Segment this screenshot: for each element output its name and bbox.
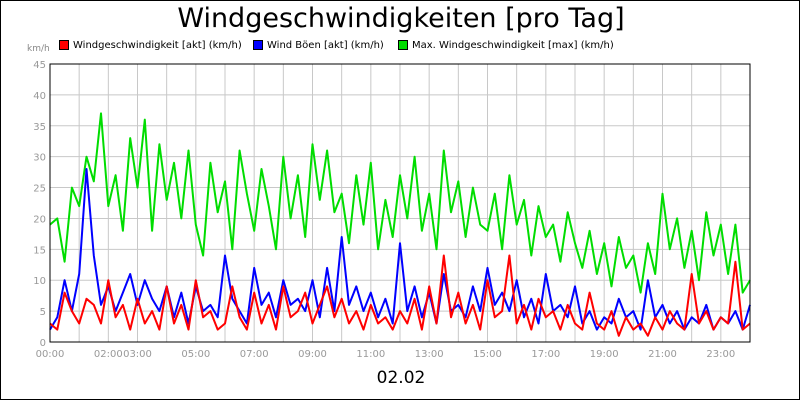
- x-tick-label: 17:00: [531, 349, 560, 360]
- y-tick-label: 45: [33, 60, 46, 71]
- legend-swatch-green: [398, 40, 408, 50]
- series-line-0: [49, 254, 751, 337]
- x-tick-label: 11:00: [356, 349, 385, 360]
- y-tick-label: 30: [33, 153, 46, 164]
- x-tick-label: 13:00: [415, 349, 444, 360]
- y-tick-label: 10: [33, 276, 46, 287]
- legend-swatch-red: [59, 40, 69, 50]
- y-tick-label: 15: [33, 245, 46, 256]
- legend-label: Windgeschwindigkeit [akt] (km/h): [73, 39, 242, 51]
- x-tick-label: 07:00: [240, 349, 269, 360]
- x-tick-label: 21:00: [648, 349, 677, 360]
- series-line-2: [49, 112, 751, 294]
- y-tick-label: 20: [33, 214, 46, 225]
- legend-item-max-speed: Max. Windgeschwindigkeit [max] (km/h): [398, 39, 614, 51]
- x-tick-label: 23:00: [706, 349, 735, 360]
- legend-label: Max. Windgeschwindigkeit [max] (km/h): [412, 39, 614, 51]
- x-tick-label: 09:00: [298, 349, 327, 360]
- x-tick-label: 00:00: [36, 349, 65, 360]
- x-tick-label: 15:00: [473, 349, 502, 360]
- y-tick-label: 35: [33, 122, 46, 133]
- y-tick-label: 5: [40, 307, 46, 318]
- legend-item-gusts: Wind Böen [akt] (km/h): [253, 39, 384, 51]
- plot-border: [49, 63, 751, 343]
- x-tick-labels: 00:00 02:00 03:00 05:00 07:00 09:00 11:00 13:00…: [36, 349, 736, 360]
- y-tick-label: 0: [40, 338, 46, 349]
- x-tick-label: 02:00: [94, 349, 123, 360]
- y-tick-labels: 0 5 10 15 20 25 30 35 40 45: [33, 60, 46, 349]
- legend-label: Wind Böen [akt] (km/h): [267, 39, 384, 51]
- date-label: 02.02: [376, 368, 426, 388]
- x-tick-label: 19:00: [590, 349, 619, 360]
- x-tick-label: 03:00: [123, 349, 152, 360]
- y-tick-label: 25: [33, 184, 46, 195]
- x-tick-label: 05:00: [181, 349, 210, 360]
- series-lines: [49, 112, 751, 337]
- chart-title: Windgeschwindigkeiten [pro Tag]: [177, 3, 625, 34]
- y-axis-unit: km/h: [27, 44, 50, 54]
- legend-item-wind-speed: Windgeschwindigkeit [akt] (km/h): [59, 39, 242, 51]
- legend-swatch-blue: [253, 40, 263, 50]
- y-tick-label: 40: [33, 91, 46, 102]
